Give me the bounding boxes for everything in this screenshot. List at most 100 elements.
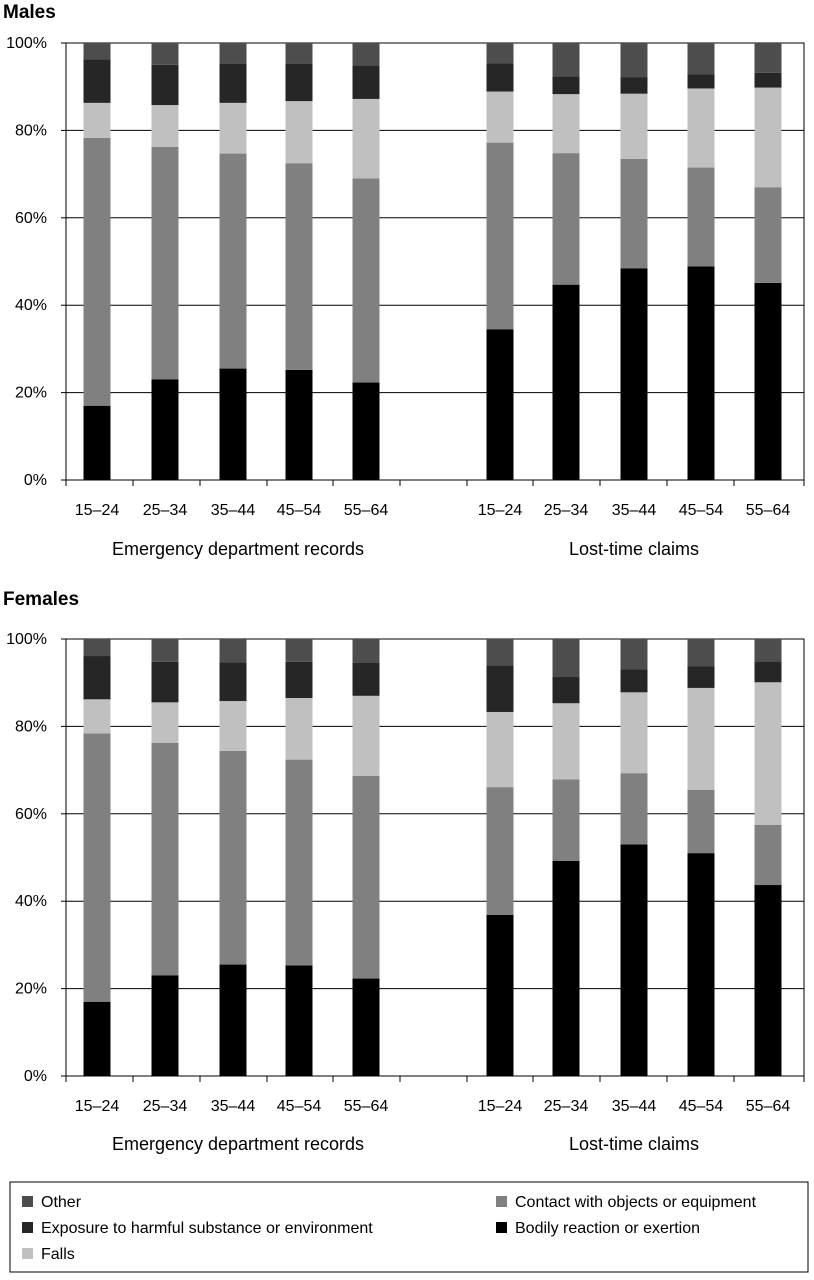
bar-segment [219,662,247,702]
x-tick-label: 45–54 [679,502,724,519]
bar-segment [620,692,648,774]
bar-segment [754,43,782,73]
group-label: Emergency department records [112,539,364,559]
bar-segment [83,102,111,138]
bar-segment [352,43,380,66]
bar-segment [352,695,380,776]
legend: Other Exposure to harmful substance or en… [9,1181,809,1273]
legend-label: Exposure to harmful substance or environ… [41,1220,373,1237]
bar-segment [687,853,715,1076]
bar-segment [285,163,313,370]
y-tick-label: 20% [15,385,47,402]
bar-segment [687,639,715,667]
bar-segment [620,844,648,1076]
legend-label: Contact with objects or equipment [515,1194,757,1211]
bar-segment [552,703,580,780]
bar-segment [486,914,514,1076]
bar-segment [687,167,715,267]
bar-segment [687,43,715,75]
bar-segment [151,661,179,703]
bar-segment [352,775,380,979]
legend-swatch [22,1222,33,1233]
males-panel: Males 0% 20% 40% 60% 80% 100% 15–24 25–34 35–44 45… [3,2,805,559]
bar-segment [83,656,111,700]
legend-swatch [22,1196,33,1207]
y-tick-label: 0% [24,472,47,489]
y-tick-label: 60% [15,806,47,823]
bar-segment [151,105,179,148]
bar-segment [552,153,580,285]
bar-segment [620,268,648,480]
x-tick-label: 55–64 [344,502,389,519]
bar-segment [285,369,313,480]
bar-segment [219,63,247,103]
bar-segment [83,137,111,406]
legend-label: Falls [41,1246,75,1263]
bar-segment [687,74,715,89]
bar-segment [151,702,179,744]
bar-segment [83,1001,111,1076]
group-label: Emergency department records [112,1134,364,1154]
bar-segment [620,93,648,159]
bar-segment [285,697,313,760]
bar-segment [151,975,179,1076]
bar-segment [285,63,313,102]
chart-title: Males [3,2,56,23]
bar-segment [552,860,580,1076]
x-tick-label: 55–64 [344,1098,389,1115]
bar-segment [486,665,514,712]
bar-segment [486,787,514,915]
bar-segment [552,94,580,154]
bar-segment [754,187,782,283]
bar-segment [687,789,715,854]
bar-segment [285,639,313,662]
bar-segment [754,282,782,480]
x-tick-label: 55–64 [746,502,791,519]
bar-segment [486,91,514,143]
bar-segment [352,65,380,99]
bar-segment [620,43,648,78]
bar-segment [687,687,715,790]
bar-segment [687,88,715,168]
bar-segment [754,639,782,662]
bar-segment [285,661,313,698]
bar-segment [754,824,782,886]
x-tick-label: 45–54 [679,1098,724,1115]
legend-swatch [22,1248,33,1259]
legend-swatch [496,1196,507,1207]
group-label: Lost-time claims [569,1134,699,1154]
bar-segment [151,43,179,65]
bar-segment [620,773,648,845]
bar-segment [754,885,782,1076]
x-tick-label: 25–34 [544,1098,589,1115]
y-tick-label: 20% [15,981,47,998]
bar-segment [552,76,580,95]
bar-segment [219,368,247,480]
bar-segment [620,669,648,693]
females-panel: Females 0% 20% 40% 60% 80% 100% 15–24 25–34 35–44… [3,589,805,1154]
x-tick-label: 35–44 [211,502,256,519]
group-label: Lost-time claims [569,539,699,559]
bar-segment [486,329,514,480]
bar-segment [552,639,580,678]
chart-title: Females [3,589,79,610]
bar-segment [754,72,782,88]
y-tick-label: 40% [15,893,47,910]
bar-segment [219,964,247,1076]
bar-segment [620,639,648,670]
y-tick-label: 0% [24,1068,47,1085]
bar-segment [151,743,179,976]
bar-segment [486,711,514,788]
x-tick-label: 15–24 [75,1098,120,1115]
bar-segment [552,677,580,704]
x-tick-label: 15–24 [478,1098,523,1115]
bar-segment [83,59,111,103]
bar-segment [352,662,380,696]
bar-segment [151,64,179,106]
bar-segment [352,639,380,663]
plot-area [65,638,805,1077]
bar-segment [151,147,179,380]
bar-segment [687,666,715,688]
bar-segment [285,965,313,1076]
bar-segment [754,87,782,188]
